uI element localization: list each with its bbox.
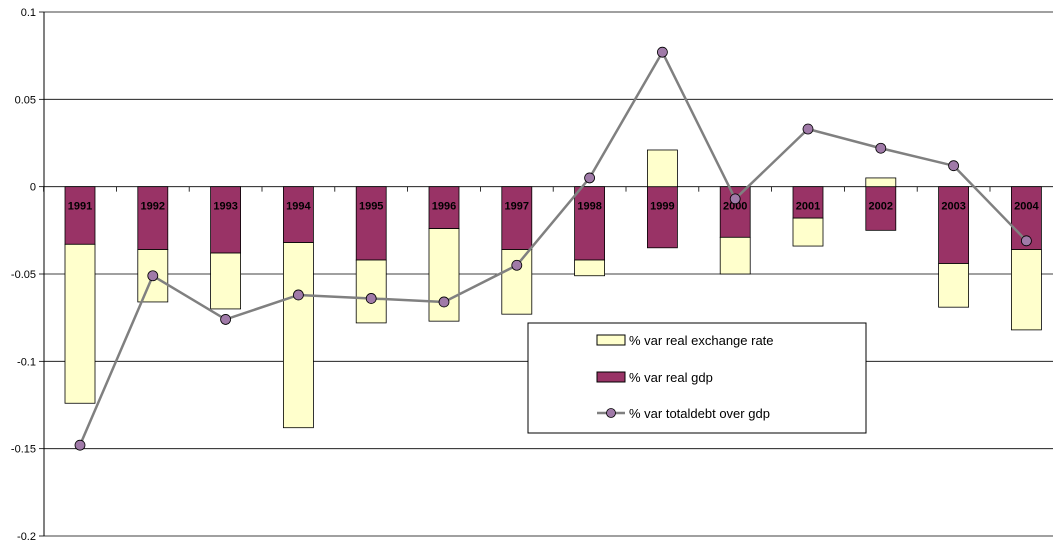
bar-exchange-rate bbox=[574, 259, 605, 277]
debt-point bbox=[511, 259, 523, 271]
debt-point bbox=[584, 172, 595, 184]
debt-line-path bbox=[78, 49, 1028, 446]
bar-exchange-rate bbox=[64, 243, 96, 404]
debt-point bbox=[74, 439, 86, 451]
bar-exchange-rate bbox=[355, 259, 387, 324]
legend-label-debt: % var totaldebt over gdp bbox=[629, 406, 770, 421]
debt-point bbox=[875, 142, 887, 154]
debt-point bbox=[948, 160, 959, 172]
y-tick-label: 0 bbox=[30, 182, 36, 194]
bar-real-gdp bbox=[501, 186, 533, 250]
bar-exchange-rate bbox=[792, 217, 824, 247]
category-label: 1999 bbox=[650, 201, 674, 213]
y-tick-label: -0.1 bbox=[17, 356, 36, 368]
y-tick-label: 0.1 bbox=[21, 7, 36, 19]
category-label: 2002 bbox=[869, 201, 893, 213]
debt-point bbox=[365, 293, 377, 304]
bar-real-gdp bbox=[938, 186, 969, 264]
category-label: 2004 bbox=[1014, 201, 1039, 213]
legend-marker-debt bbox=[606, 408, 616, 418]
debt-point bbox=[147, 270, 159, 282]
category-labels: 1991 1992 1993 1994 1995 1996 1997 1998 1999 2000… bbox=[68, 201, 1040, 213]
bar-real-gdp bbox=[210, 186, 242, 254]
bar-exchange-rate bbox=[719, 236, 751, 275]
legend-swatch-real-gdp bbox=[596, 371, 626, 383]
category-label: 1991 bbox=[68, 201, 92, 213]
bar-exchange-rate bbox=[865, 177, 897, 188]
debt-point bbox=[438, 296, 450, 308]
bar-real-gdp bbox=[355, 186, 387, 261]
category-label: 1995 bbox=[359, 201, 383, 213]
bars bbox=[64, 149, 1042, 429]
y-tick-label: -0.05 bbox=[11, 269, 36, 281]
category-label: 2003 bbox=[941, 201, 965, 213]
category-label: 1998 bbox=[577, 201, 601, 213]
category-label: 1996 bbox=[432, 201, 456, 213]
debt-line bbox=[74, 46, 1032, 451]
bar-exchange-rate bbox=[282, 242, 314, 429]
debt-point bbox=[292, 289, 304, 301]
y-tick-label: -0.15 bbox=[11, 444, 36, 456]
legend-label-exchange-rate: % var real exchange rate bbox=[629, 333, 774, 348]
bar-real-gdp bbox=[137, 186, 169, 250]
bar-real-gdp bbox=[428, 186, 460, 229]
gridlines bbox=[44, 11, 1053, 537]
bar-exchange-rate bbox=[501, 249, 533, 315]
legend-box bbox=[527, 322, 867, 434]
y-tick-label: -0.2 bbox=[17, 531, 36, 543]
debt-point bbox=[802, 123, 814, 135]
category-label: 1997 bbox=[505, 201, 529, 213]
debt-point bbox=[1021, 235, 1032, 247]
legend-swatch-exchange-rate bbox=[596, 334, 626, 346]
bar-real-gdp bbox=[282, 186, 314, 243]
category-label: 1992 bbox=[141, 201, 165, 213]
debt-point bbox=[729, 193, 741, 205]
bar-exchange-rate bbox=[210, 252, 242, 310]
bar-real-gdp bbox=[64, 186, 96, 245]
bar-real-gdp bbox=[865, 186, 897, 231]
debt-point bbox=[657, 46, 668, 58]
y-tick-label: 0.05 bbox=[15, 94, 36, 106]
bar-real-gdp bbox=[574, 186, 605, 261]
category-label: 1994 bbox=[286, 201, 311, 213]
legend-label-real-gdp: % var real gdp bbox=[629, 370, 713, 385]
debt-point bbox=[220, 314, 232, 325]
category-label: 2001 bbox=[796, 201, 820, 213]
bar-real-gdp bbox=[792, 186, 824, 219]
bar-exchange-rate bbox=[1011, 249, 1042, 331]
y-axis: 0.1 0.05 0 -0.05 -0.1 -0.15 -0.2 bbox=[11, 7, 991, 543]
bar-exchange-rate bbox=[647, 149, 678, 188]
category-label: 2000 bbox=[723, 201, 747, 213]
bar-exchange-rate bbox=[938, 263, 969, 308]
legend: % var real exchange rate % var real gdp … bbox=[527, 322, 867, 434]
bar-real-gdp bbox=[647, 186, 678, 249]
category-label: 1993 bbox=[213, 201, 237, 213]
